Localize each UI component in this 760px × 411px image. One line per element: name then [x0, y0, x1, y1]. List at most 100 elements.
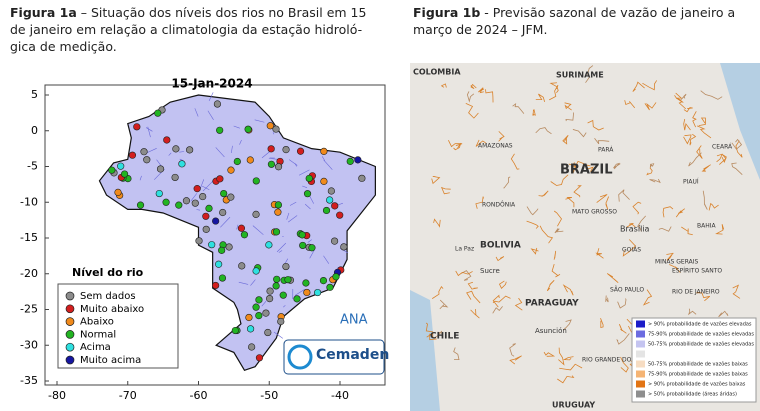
- river: [605, 196, 609, 210]
- station: [272, 282, 280, 290]
- river: [595, 248, 604, 259]
- river: [268, 158, 278, 160]
- place-label: SURINAME: [556, 71, 604, 80]
- river: [467, 281, 478, 290]
- x-tick-label: -50: [260, 389, 278, 402]
- river: [252, 225, 264, 235]
- station: [319, 276, 328, 285]
- y-tick-label: -20: [20, 267, 38, 280]
- place-label: MINAS GERAIS: [655, 259, 698, 266]
- station: [293, 295, 301, 303]
- station: [246, 156, 254, 164]
- river: [433, 330, 444, 339]
- river: [718, 310, 729, 318]
- river: [208, 92, 214, 101]
- river: [282, 305, 286, 308]
- river: [231, 145, 233, 154]
- place-label: Brasília: [620, 225, 650, 234]
- place-label: PARÁ: [598, 147, 614, 154]
- river: [145, 127, 153, 132]
- river: [475, 139, 487, 147]
- river: [307, 239, 312, 243]
- station: [182, 197, 191, 205]
- station: [154, 109, 162, 117]
- river: [470, 309, 480, 319]
- legend-marker: [65, 355, 75, 365]
- river: [620, 356, 629, 373]
- station: [354, 156, 362, 164]
- legend-marker: [65, 317, 75, 326]
- x-tick-label: -70: [119, 389, 137, 402]
- station: [245, 313, 253, 322]
- place-label: GOIÁS: [622, 247, 641, 254]
- river: [562, 284, 574, 296]
- river: [562, 135, 569, 145]
- station: [273, 275, 281, 283]
- river: [562, 356, 574, 361]
- river: [509, 355, 522, 365]
- river: [675, 208, 685, 218]
- legend-marker: [65, 342, 75, 352]
- station: [227, 193, 235, 201]
- legend-marker: [65, 304, 75, 314]
- river: [636, 215, 646, 232]
- station: [274, 201, 283, 209]
- river: [426, 333, 437, 341]
- river: [510, 153, 520, 170]
- river: [498, 131, 505, 142]
- station: [252, 210, 260, 218]
- x-tick-label: -40: [331, 389, 349, 402]
- river: [236, 224, 239, 230]
- place-label: MATO GROSSO: [572, 209, 617, 216]
- station: [266, 294, 274, 303]
- river: [700, 90, 723, 100]
- river: [662, 206, 674, 218]
- river: [683, 134, 692, 145]
- river: [568, 161, 576, 173]
- river: [674, 95, 687, 110]
- legend-label: Muito abaixo: [80, 304, 144, 315]
- river: [139, 175, 142, 181]
- place-label: ESPÍRITO SANTO: [672, 268, 722, 275]
- river: [600, 318, 604, 329]
- river: [455, 270, 473, 277]
- station: [320, 147, 328, 155]
- legend-title: Nível do rio: [72, 266, 144, 279]
- river: [587, 119, 604, 131]
- y-tick-label: -30: [20, 338, 38, 351]
- caption-text: - Previsão sazonal de vazão de janeiro a…: [413, 5, 736, 37]
- river: [573, 185, 582, 198]
- station: [327, 187, 335, 195]
- place-label: COLOMBIA: [413, 68, 461, 77]
- station: [255, 296, 263, 304]
- station: [140, 148, 148, 156]
- legend-swatch: [636, 340, 645, 348]
- station: [282, 262, 290, 271]
- station: [255, 311, 263, 320]
- river: [492, 306, 503, 314]
- station: [284, 276, 292, 284]
- river: [220, 216, 231, 228]
- y-tick-label: 5: [31, 88, 38, 101]
- river: [649, 178, 661, 184]
- river: [526, 206, 539, 216]
- river: [697, 125, 712, 139]
- station: [175, 201, 183, 209]
- y-tick-label: 0: [31, 124, 38, 137]
- river: [613, 162, 621, 170]
- station: [143, 156, 151, 164]
- station: [266, 287, 274, 295]
- legend-swatch: [636, 370, 645, 378]
- place-label: URUGUAY: [552, 401, 595, 410]
- station: [302, 279, 310, 287]
- station: [332, 273, 340, 281]
- river: [276, 242, 287, 253]
- station: [299, 241, 307, 250]
- river: [530, 247, 539, 255]
- station: [252, 267, 260, 275]
- river: [687, 308, 697, 316]
- river: [535, 93, 546, 102]
- station: [248, 343, 256, 351]
- legend-label: Abaixo: [80, 317, 114, 328]
- river: [559, 363, 583, 371]
